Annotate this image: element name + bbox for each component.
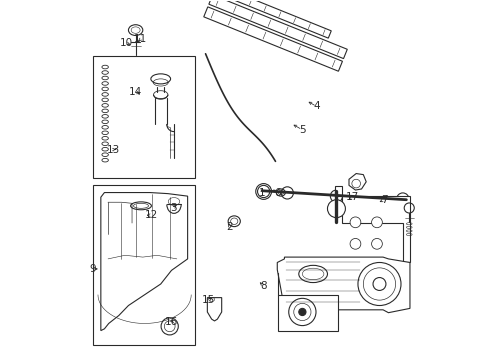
Circle shape	[371, 217, 382, 228]
Circle shape	[350, 238, 361, 249]
Polygon shape	[335, 186, 410, 262]
Text: 4: 4	[314, 102, 320, 112]
Text: 14: 14	[129, 87, 142, 97]
Text: 6: 6	[274, 188, 281, 198]
Text: 13: 13	[106, 144, 120, 154]
Text: 2: 2	[227, 222, 233, 231]
Text: 3: 3	[170, 203, 176, 213]
Text: 8: 8	[260, 281, 267, 291]
Text: 12: 12	[145, 210, 158, 220]
Circle shape	[327, 200, 345, 218]
Polygon shape	[209, 0, 347, 59]
Polygon shape	[277, 257, 410, 313]
Text: 5: 5	[299, 125, 306, 135]
Circle shape	[397, 193, 409, 205]
Text: 11: 11	[134, 35, 147, 44]
Text: 9: 9	[89, 264, 96, 274]
Polygon shape	[214, 0, 331, 38]
Circle shape	[299, 309, 306, 316]
Circle shape	[371, 238, 382, 249]
Circle shape	[350, 217, 361, 228]
Bar	[93, 185, 195, 345]
Polygon shape	[207, 298, 221, 321]
Polygon shape	[349, 174, 366, 190]
Text: 16: 16	[165, 317, 178, 327]
Circle shape	[330, 190, 343, 202]
Polygon shape	[204, 7, 343, 71]
Text: 17: 17	[346, 192, 359, 202]
Text: 7: 7	[381, 195, 388, 205]
Text: 10: 10	[120, 38, 132, 48]
Text: 15: 15	[202, 295, 215, 305]
Circle shape	[258, 185, 270, 198]
Circle shape	[281, 187, 294, 199]
Bar	[278, 295, 338, 330]
Bar	[93, 56, 195, 178]
Text: 1: 1	[259, 188, 266, 198]
